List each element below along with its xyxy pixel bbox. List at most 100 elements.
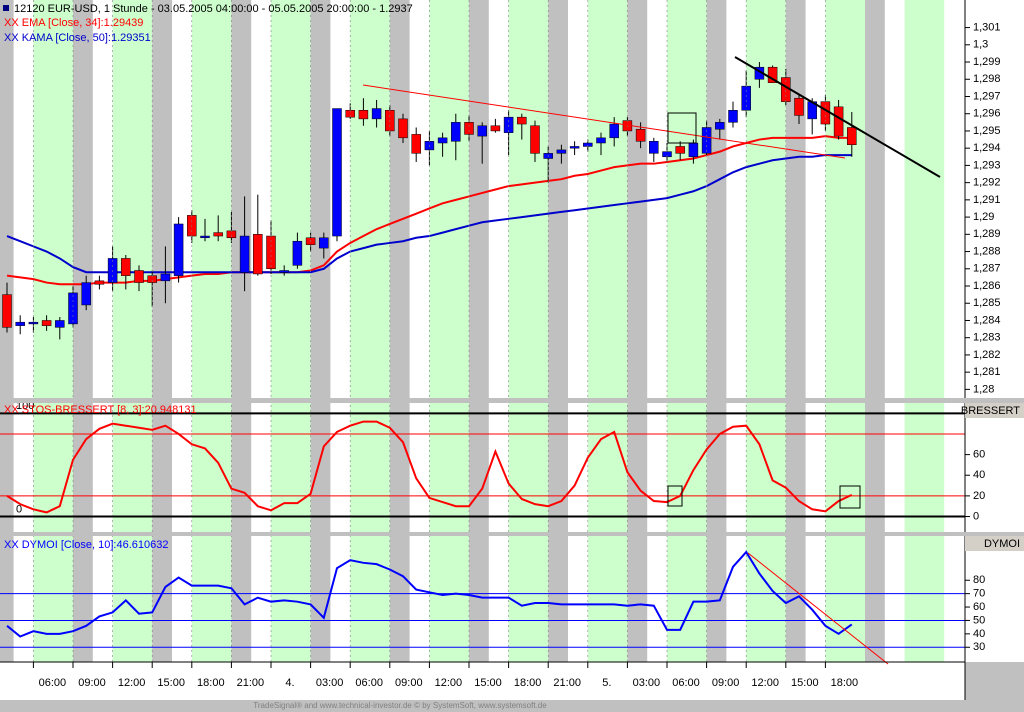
candle-body	[319, 237, 329, 249]
marker-box	[839, 485, 861, 509]
candle-body	[15, 321, 25, 326]
candle-body	[41, 320, 52, 326]
panel-title: XX DYMOI [Close, 10]:46.610632	[4, 539, 168, 551]
y-tick-label: 1,299	[973, 56, 1001, 68]
candle-body	[517, 116, 527, 125]
stripe-gray	[0, 536, 14, 662]
candle-body	[728, 110, 738, 123]
stripe-gray	[469, 0, 489, 398]
stripe-green	[587, 403, 628, 532]
candle-body	[847, 127, 857, 145]
y-tick-label: 1,297	[973, 90, 1001, 102]
stripe-green	[271, 403, 311, 532]
y-tick-label: 70	[973, 588, 985, 600]
y-tick-label: 1,282	[973, 349, 1001, 361]
stripe-gray	[706, 536, 727, 662]
legend-entry: XX KAMA [Close, 50]:1.29351	[4, 32, 151, 44]
y-tick-label: 1,291	[973, 194, 1001, 206]
stripe-green	[33, 536, 73, 662]
candle-body	[490, 125, 501, 132]
candle-body	[767, 66, 778, 83]
y-tick-label: 1,284	[973, 314, 1001, 326]
stripe-gray	[231, 403, 252, 532]
y-tick-label: 30	[973, 641, 985, 653]
stripe-green	[904, 0, 945, 398]
stripe-gray	[627, 0, 648, 398]
panel-label: BRESSERT	[961, 405, 1020, 417]
stripe-green	[33, 403, 73, 532]
stripe-gray	[469, 403, 489, 532]
price-axis	[965, 0, 1024, 662]
stripe-gray	[73, 0, 93, 398]
x-tick-label: 06:00	[355, 677, 383, 689]
stripe-gray	[469, 536, 489, 662]
stripe-green	[112, 0, 153, 398]
candle-body	[794, 97, 804, 116]
legend-entry: XX EMA [Close, 34]:1.29439	[4, 17, 143, 29]
stripe-gray	[231, 0, 252, 398]
stripe-green	[508, 0, 549, 398]
x-tick-label: 03:00	[316, 677, 344, 689]
y-tick-label: 60	[973, 449, 985, 461]
stripe-gray	[548, 536, 568, 662]
candle-body	[55, 320, 65, 328]
y-tick-label: 60	[973, 601, 985, 613]
y-tick-label: 40	[973, 469, 985, 481]
stripe-green	[746, 403, 786, 532]
candle-body	[173, 223, 184, 276]
y-tick-label: 1,281	[973, 366, 1001, 378]
x-tick-label: 12:00	[435, 677, 463, 689]
y-tick-label: 0	[973, 510, 979, 522]
x-tick-label: 12:00	[118, 677, 146, 689]
panel-label: DYMOI	[984, 538, 1020, 550]
stripe-green	[904, 403, 945, 532]
y-tick-label: 40	[973, 628, 985, 640]
candle-body	[556, 149, 567, 154]
candle-body	[279, 270, 289, 273]
panel-tab	[965, 403, 1024, 418]
x-tick-label: 15:00	[157, 677, 185, 689]
y-tick-label: 1,283	[973, 332, 1001, 344]
y-tick-label: 1,292	[973, 177, 1001, 189]
y-tick-label: 1,296	[973, 108, 1001, 120]
candle-body	[609, 123, 619, 139]
x-tick-label: 18:00	[197, 677, 225, 689]
candle-body	[160, 273, 171, 282]
y-tick-label: 1,294	[973, 142, 1001, 154]
stripe-green	[429, 0, 469, 398]
candle-body	[292, 240, 303, 266]
stripe-gray	[152, 0, 172, 398]
stripe-green	[112, 536, 153, 662]
stripe-green	[825, 403, 865, 532]
indicator-line	[6, 550, 853, 638]
x-tick-label: 12:00	[751, 677, 779, 689]
trend-line	[362, 84, 846, 159]
candle-body	[200, 235, 210, 239]
candle-body	[398, 118, 408, 139]
candle-body	[451, 122, 461, 142]
stripe-green	[825, 536, 865, 662]
stripe-gray	[865, 403, 885, 532]
stripe-green	[350, 0, 390, 398]
stripe-green	[825, 0, 865, 398]
stripe-green	[191, 403, 232, 532]
stripe-green	[746, 0, 786, 398]
candle-body	[94, 280, 105, 285]
x-tick-label: 18:00	[831, 677, 859, 689]
candle-body	[332, 108, 342, 237]
stripe-green	[508, 403, 549, 532]
stripe-gray	[706, 0, 727, 398]
panel-title: XX STOS-BRESSERT [8, 3]:20.948131	[4, 404, 197, 416]
panel-separator	[0, 532, 1024, 536]
candle-body	[503, 116, 514, 133]
indicator-line	[6, 420, 853, 514]
stripe-green	[587, 0, 628, 398]
chart-title: 12120 EUR-USD, 1 Stunde - 03.05.2005 04:…	[14, 3, 413, 15]
stripe-gray	[627, 536, 648, 662]
symbol-icon	[3, 5, 9, 11]
candle-body	[2, 294, 12, 328]
y-tick-label: 1,295	[973, 125, 1001, 137]
x-tick-label: 21:00	[553, 677, 581, 689]
stripe-green	[587, 536, 628, 662]
